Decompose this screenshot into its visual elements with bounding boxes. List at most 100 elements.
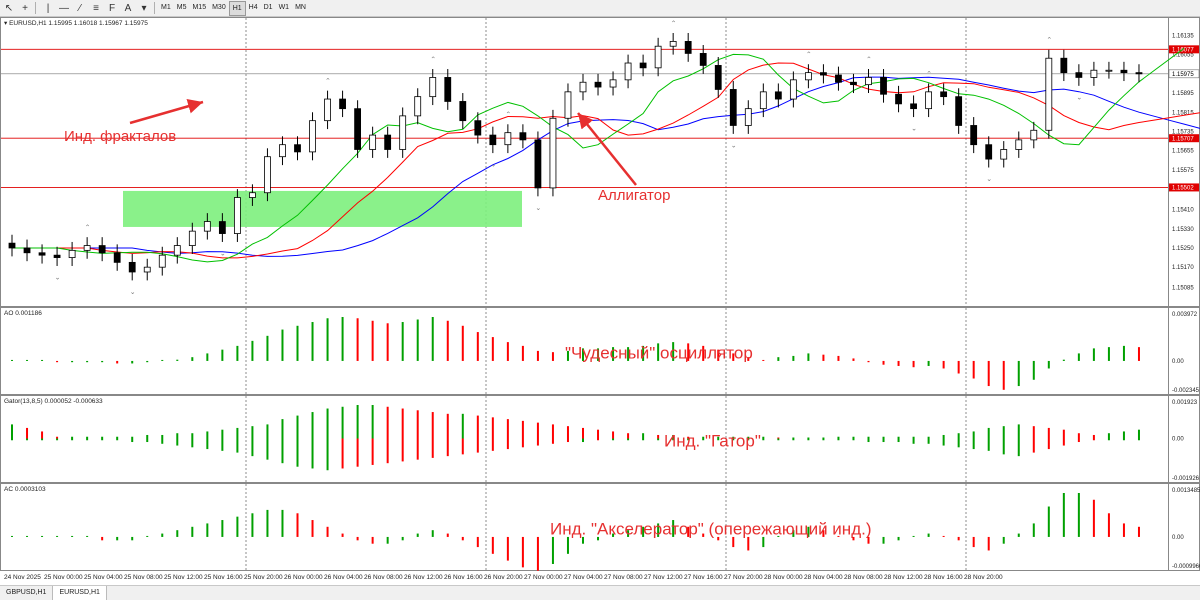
cursor-icon[interactable]: ↖ bbox=[4, 2, 14, 14]
vertical-line-icon[interactable]: | bbox=[46, 2, 50, 14]
candle-body bbox=[83, 245, 91, 251]
price-level-label: 1.15502 bbox=[1172, 186, 1194, 192]
time-label: 26 Nov 00:00 bbox=[284, 574, 323, 581]
timeframe-m30[interactable]: M30 bbox=[212, 3, 226, 11]
fractal-down-mark: ⌄ bbox=[986, 175, 992, 183]
time-label: 27 Nov 04:00 bbox=[564, 574, 603, 581]
alligator-annotation: Аллигатор bbox=[598, 187, 670, 204]
candle-body bbox=[669, 41, 677, 47]
fractal-up-mark: ⌃ bbox=[671, 19, 677, 27]
candle-body bbox=[895, 93, 902, 105]
candle-body bbox=[955, 96, 963, 126]
candle-body bbox=[925, 91, 933, 110]
ao-header: AO 0.001186 bbox=[4, 310, 42, 317]
tab-eurusd-h1[interactable]: EURUSD,H1 bbox=[53, 586, 107, 600]
alligator-teeth-line bbox=[12, 62, 1200, 259]
price-level-tag bbox=[1169, 134, 1199, 143]
candle-body bbox=[279, 144, 286, 158]
candle-body bbox=[1060, 57, 1068, 74]
toolbar-separator bbox=[35, 2, 36, 14]
tab-gbpusd-h1[interactable]: GBPUSD,H1 bbox=[0, 586, 54, 600]
crosshair-icon[interactable]: + bbox=[22, 2, 28, 14]
gator-scale-mid: 0.00 bbox=[1172, 437, 1184, 443]
fractal-up-mark: ⌃ bbox=[806, 51, 812, 59]
time-label: 25 Nov 00:00 bbox=[44, 574, 83, 581]
candle-body bbox=[1000, 149, 1008, 160]
candle-body bbox=[294, 144, 301, 153]
candle-body bbox=[910, 103, 917, 110]
candle-body bbox=[594, 81, 602, 88]
candle-body bbox=[113, 252, 121, 263]
timeframe-h1[interactable]: H1 bbox=[228, 0, 246, 16]
time-label: 27 Nov 08:00 bbox=[604, 574, 643, 581]
fractal-down-mark: ⌄ bbox=[731, 141, 737, 149]
price-level-label: 1.15975 bbox=[1172, 72, 1194, 78]
fractal-down-mark: ⌄ bbox=[55, 274, 61, 282]
horizontal-line-icon[interactable]: — bbox=[59, 2, 69, 14]
price-tick: 1.15655 bbox=[1172, 149, 1194, 155]
candle-body bbox=[729, 89, 737, 126]
timeframe-mn[interactable]: MN bbox=[295, 3, 306, 11]
symbol-tabs: GBPUSD,H1 EURUSD,H1 bbox=[0, 585, 1200, 600]
timeframe-w1[interactable]: W1 bbox=[278, 3, 290, 11]
timeframe-d1[interactable]: D1 bbox=[263, 3, 273, 11]
time-label: 28 Nov 04:00 bbox=[804, 574, 843, 581]
candle-body bbox=[218, 221, 226, 234]
candle-body bbox=[354, 108, 362, 150]
candle-body bbox=[1135, 72, 1143, 75]
fibonacci-icon[interactable]: F bbox=[108, 2, 116, 14]
candle-body bbox=[1075, 72, 1083, 78]
shapes-icon[interactable]: ▾ bbox=[141, 2, 147, 14]
time-label: 28 Nov 20:00 bbox=[964, 574, 1003, 581]
candle-body bbox=[789, 79, 797, 100]
candle-body bbox=[504, 132, 512, 146]
fractal-up-mark: ⌃ bbox=[325, 77, 331, 85]
candle-body bbox=[53, 254, 61, 258]
time-label: 27 Nov 00:00 bbox=[524, 574, 563, 581]
price-level-tag bbox=[1169, 45, 1199, 54]
channel-icon[interactable]: ≡ bbox=[93, 2, 99, 14]
price-tick: 1.15735 bbox=[1172, 129, 1194, 135]
toolbar-separator bbox=[154, 2, 155, 14]
gator-scale-top: 0.001923 bbox=[1172, 400, 1198, 406]
gator-header: Gator(13,8,5) 0.000052 -0.000633 bbox=[4, 398, 103, 405]
time-label: 26 Nov 16:00 bbox=[444, 574, 483, 581]
fractals-arrow bbox=[129, 98, 204, 125]
candle-body bbox=[714, 65, 722, 90]
candle-body bbox=[684, 41, 692, 54]
chart-area[interactable]: 24 Nov 2025 25 Nov 00:00 25 Nov 04:00 25 No… bbox=[0, 17, 1200, 590]
ao-scale-mid: 0.00 bbox=[1172, 359, 1184, 365]
chart-svg[interactable]: 24 Nov 2025 25 Nov 00:00 25 Nov 04:00 25 No… bbox=[0, 17, 1200, 585]
candle-body bbox=[489, 134, 497, 146]
candle-body bbox=[609, 79, 617, 88]
candle-body bbox=[384, 134, 392, 150]
time-label: 28 Nov 08:00 bbox=[844, 574, 883, 581]
timeframe-m15[interactable]: M15 bbox=[192, 3, 207, 11]
fractals-annotation: Инд. фракталов bbox=[64, 128, 176, 145]
candle-body bbox=[324, 98, 331, 122]
timeframe-m1[interactable]: M1 bbox=[161, 3, 171, 11]
candle-body bbox=[23, 247, 31, 254]
time-label: 25 Nov 20:00 bbox=[244, 574, 283, 581]
time-label: 24 Nov 2025 bbox=[4, 574, 41, 581]
time-label: 26 Nov 04:00 bbox=[324, 574, 363, 581]
alligator-lips-line bbox=[12, 47, 1185, 263]
price-level-label: 1.15707 bbox=[1172, 137, 1194, 143]
candle-body bbox=[339, 98, 346, 110]
panel-frame-2 bbox=[0, 395, 1169, 483]
fractal-up-mark: ⌃ bbox=[430, 55, 436, 63]
ac-scale-mid: 0.00 bbox=[1172, 535, 1184, 541]
text-tool-icon[interactable]: A bbox=[124, 2, 132, 14]
timeframe-h4[interactable]: H4 bbox=[248, 3, 258, 11]
candle-body bbox=[564, 91, 572, 119]
time-label: 25 Nov 04:00 bbox=[84, 574, 123, 581]
main-header: ▾ EURUSD,H1 1.15995 1.16018 1.15967 1.15… bbox=[4, 20, 148, 27]
candle-body bbox=[654, 45, 662, 69]
candle-body bbox=[699, 53, 707, 66]
candle-body bbox=[98, 245, 106, 254]
ac-header: AC 0.0003103 bbox=[4, 486, 46, 493]
timeframe-m5[interactable]: M5 bbox=[176, 3, 187, 11]
time-label: 27 Nov 16:00 bbox=[684, 574, 723, 581]
trendline-icon[interactable]: ⁄ bbox=[79, 2, 81, 14]
candle-body bbox=[158, 254, 166, 268]
